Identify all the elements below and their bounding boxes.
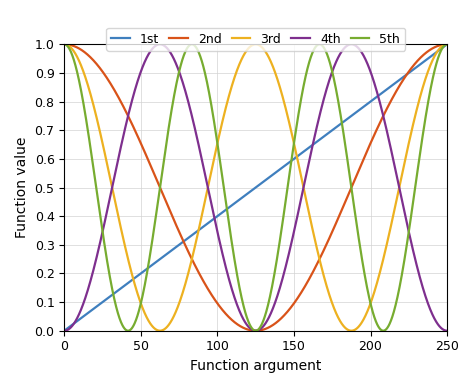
- 1st: [62, 328, 67, 333]
- 3rd: [363, 312, 369, 317]
- 3rd: [157, 328, 163, 333]
- 1st: [433, 50, 438, 55]
- 4th: [363, 58, 369, 62]
- 3rd: [248, 44, 254, 48]
- 5th: [433, 63, 439, 68]
- 5th: [62, 42, 67, 47]
- 3rd: [433, 51, 439, 56]
- 5th: [433, 62, 439, 67]
- 5th: [444, 42, 450, 47]
- 3rd: [237, 59, 243, 64]
- 1st: [81, 314, 87, 319]
- 5th: [81, 103, 87, 108]
- 4th: [237, 311, 243, 315]
- 4th: [62, 328, 67, 333]
- 5th: [237, 290, 243, 294]
- 4th: [157, 42, 163, 47]
- 3rd: [444, 42, 450, 47]
- 1st: [247, 189, 253, 194]
- 2nd: [81, 49, 87, 54]
- 2nd: [253, 328, 258, 333]
- 2nd: [237, 324, 243, 329]
- Line: 5th: 5th: [64, 44, 447, 331]
- Legend: 1st, 2nd, 3rd, 4th, 5th: 1st, 2nd, 3rd, 4th, 5th: [106, 28, 405, 50]
- 3rd: [62, 42, 67, 47]
- 5th: [125, 328, 131, 333]
- 2nd: [444, 42, 450, 47]
- 2nd: [363, 151, 369, 156]
- 1st: [444, 42, 450, 47]
- X-axis label: Function argument: Function argument: [190, 359, 321, 373]
- 4th: [433, 319, 439, 324]
- Line: 1st: 1st: [64, 44, 447, 331]
- Line: 3rd: 3rd: [64, 44, 447, 331]
- 2nd: [433, 44, 439, 49]
- 2nd: [62, 42, 67, 47]
- 4th: [444, 328, 450, 333]
- 1st: [237, 197, 243, 201]
- 5th: [248, 324, 254, 329]
- 2nd: [247, 328, 253, 333]
- 1st: [363, 103, 368, 107]
- 3rd: [433, 51, 439, 56]
- Line: 4th: 4th: [64, 44, 447, 331]
- Y-axis label: Function value: Function value: [15, 137, 29, 238]
- 2nd: [433, 44, 439, 49]
- Line: 2nd: 2nd: [64, 44, 447, 331]
- 3rd: [81, 70, 87, 75]
- 4th: [433, 319, 439, 324]
- 4th: [81, 300, 87, 305]
- 5th: [363, 279, 369, 284]
- 4th: [248, 326, 254, 331]
- 1st: [433, 50, 439, 55]
